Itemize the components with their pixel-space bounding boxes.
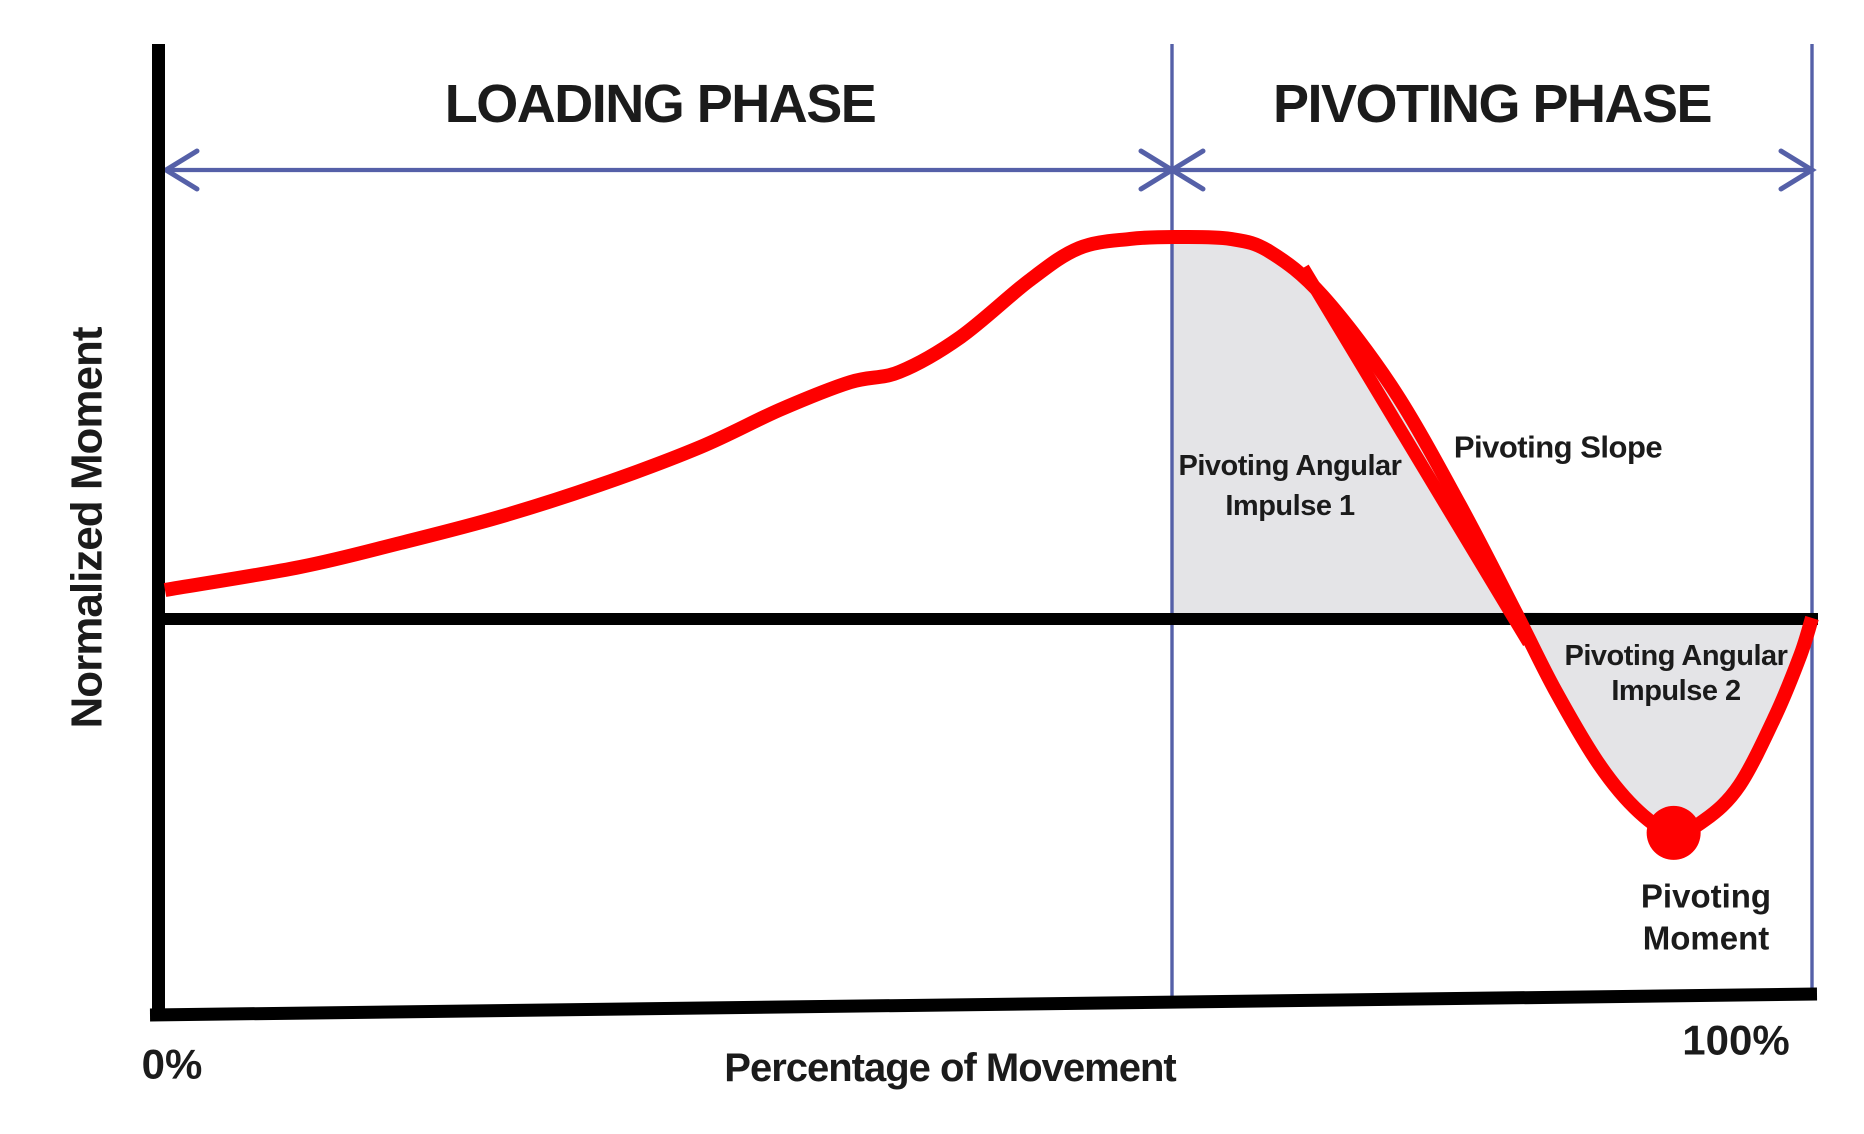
pivoting-moment-label-line2: Moment [1643, 920, 1770, 957]
impulse1-label-line2: Impulse 1 [1225, 490, 1355, 522]
pivoting-slope-label: Pivoting Slope [1454, 430, 1663, 465]
impulse1-label-line1: Pivoting Angular [1179, 450, 1402, 482]
x-axis [149, 987, 1818, 1022]
arrowhead-left-icon [161, 148, 200, 192]
loading-phase-title: LOADING PHASE [445, 74, 876, 134]
impulse1-shaded-region [1169, 236, 1516, 625]
y-axis-title: Normalized Moment [63, 326, 112, 728]
arrowhead-right-icon [1778, 148, 1817, 192]
impulse2-label-line2: Impulse 2 [1611, 675, 1740, 707]
loading-phase-arrow [161, 148, 1177, 192]
x-axis-title: Percentage of Movement [724, 1046, 1176, 1090]
impulse2-label-line1: Pivoting Angular [1565, 640, 1788, 672]
pivoting-phase-title: PIVOTING PHASE [1273, 74, 1711, 134]
pivoting-moment-label-line1: Pivoting [1641, 878, 1771, 915]
x-tick-0: 0% [142, 1041, 203, 1088]
pivoting-phase-arrow [1167, 148, 1817, 192]
arrowhead-left-icon [1167, 148, 1206, 192]
moment-curve [163, 229, 1819, 841]
pivoting-slope-line [1297, 264, 1535, 647]
x-tick-100: 100% [1682, 1017, 1789, 1064]
pivoting-moment-marker [1646, 805, 1701, 860]
